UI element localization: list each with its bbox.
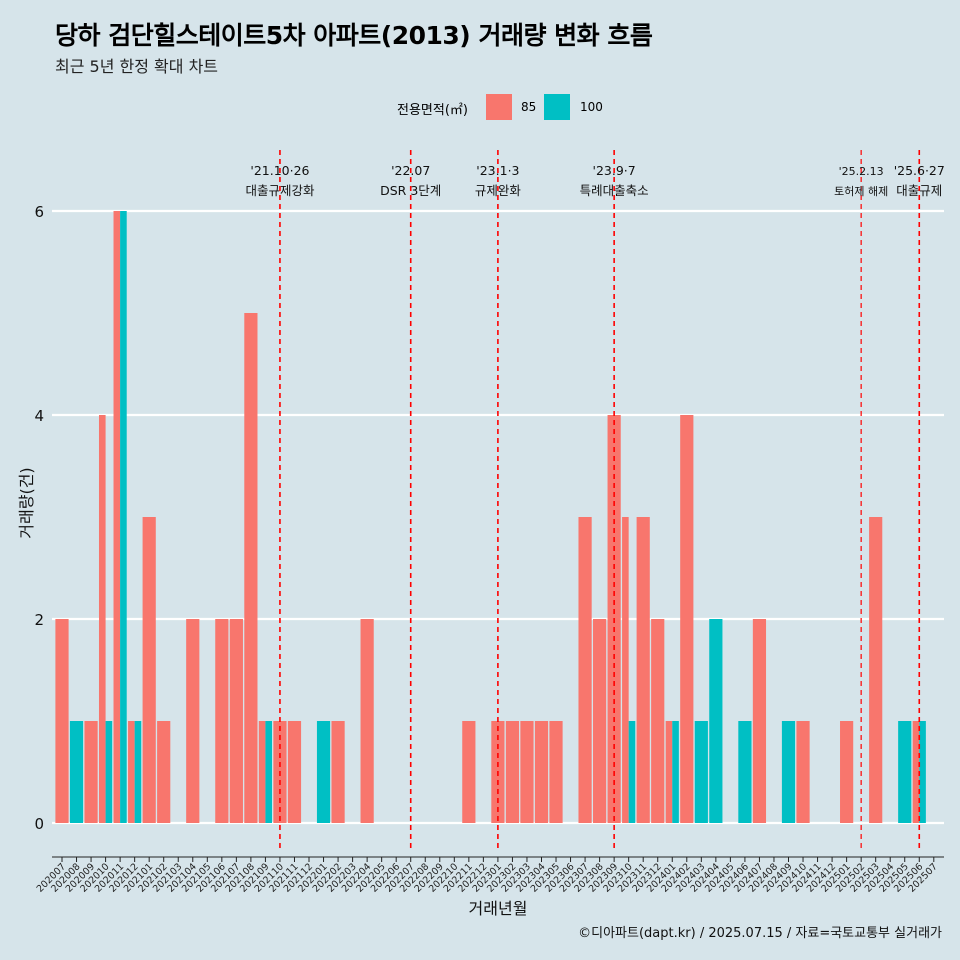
bar-202109-100 bbox=[265, 721, 273, 823]
bar-202503-85 bbox=[869, 517, 883, 823]
bar-202304-85 bbox=[534, 721, 549, 823]
bar-202012-85 bbox=[128, 721, 135, 823]
bar-202108-85 bbox=[244, 313, 258, 823]
bar-202102-85 bbox=[157, 721, 171, 823]
bar-202406-100 bbox=[738, 721, 752, 823]
bar-202407-85 bbox=[752, 619, 767, 823]
bar-202104-85 bbox=[186, 619, 200, 823]
bar-202410-85 bbox=[796, 721, 810, 823]
bar-202404-100 bbox=[709, 619, 723, 823]
bar-202011-85 bbox=[113, 211, 121, 823]
bar-202011-100 bbox=[120, 211, 127, 823]
bar-202010-85 bbox=[98, 415, 106, 823]
legend-title: 전용면적(㎡) bbox=[397, 103, 468, 118]
event-name-label: 대출규제 bbox=[896, 183, 942, 198]
event-date-label: '21.10·26 bbox=[250, 163, 309, 178]
event-date-label: '23.9·7 bbox=[593, 163, 636, 178]
bar-202401-100 bbox=[672, 721, 679, 823]
bar-202310-85 bbox=[622, 517, 629, 823]
bar-202310-100 bbox=[628, 721, 636, 823]
event-name-label: 특례대출축소 bbox=[580, 183, 649, 198]
bar-202505-100 bbox=[898, 721, 912, 823]
bar-202007-85 bbox=[55, 619, 69, 823]
bar-202010-100 bbox=[105, 721, 113, 823]
event-name-label: DSR 3단계 bbox=[380, 183, 441, 198]
bar-202401-85 bbox=[665, 721, 673, 823]
bar-202305-85 bbox=[549, 721, 563, 823]
y-axis-title: 거래량(건) bbox=[17, 467, 36, 538]
legend: 전용면적(㎡) 85 100 bbox=[0, 93, 960, 121]
bar-202302-85 bbox=[505, 721, 520, 823]
bar-202308-85 bbox=[593, 619, 607, 823]
bar-202211-85 bbox=[462, 721, 476, 823]
bar-202106-85 bbox=[215, 619, 229, 823]
bar-202402-85 bbox=[680, 415, 694, 823]
bar-202307-85 bbox=[578, 517, 592, 823]
bar-202111-85 bbox=[287, 721, 302, 823]
bar-202311-85 bbox=[636, 517, 650, 823]
bar-202201-100 bbox=[316, 721, 331, 823]
bar-202204-85 bbox=[360, 619, 374, 823]
bar-202009-85 bbox=[84, 721, 98, 823]
bar-202008-100 bbox=[69, 721, 84, 823]
event-name-label: 대출규제강화 bbox=[245, 183, 315, 198]
event-name-label: 토허제 해제 bbox=[834, 184, 888, 198]
event-date-label: '25.2.13 bbox=[839, 165, 884, 178]
bar-202506-85 bbox=[912, 721, 920, 823]
bar-202101-85 bbox=[142, 517, 156, 823]
bar-202109-85 bbox=[258, 721, 266, 823]
x-axis-title: 거래년월 bbox=[469, 899, 528, 918]
bar-202312-85 bbox=[651, 619, 665, 823]
legend-key-85 bbox=[486, 94, 512, 120]
legend-label-100: 100 bbox=[580, 100, 603, 114]
bar-202501-85 bbox=[840, 721, 854, 823]
event-date-label: '23.1·3 bbox=[476, 163, 519, 178]
bar-202506-100 bbox=[919, 721, 926, 823]
y-tick-label: 4 bbox=[34, 407, 44, 425]
chart-title: 당하 검단힐스테이트5차 아파트(2013) 거래량 변화 흐름 bbox=[55, 21, 653, 50]
y-tick-label: 2 bbox=[34, 611, 44, 629]
y-tick-label: 0 bbox=[34, 815, 44, 833]
bar-202012-100 bbox=[134, 721, 142, 823]
chart-subtitle: 최근 5년 한정 확대 차트 bbox=[55, 57, 219, 76]
bar-202403-100 bbox=[694, 721, 708, 823]
event-date-label: '22.07 bbox=[391, 163, 430, 178]
bar-202202-85 bbox=[331, 721, 345, 823]
legend-label-85: 85 bbox=[521, 100, 537, 114]
event-date-label: '25.6·27 bbox=[894, 163, 945, 178]
bar-202303-85 bbox=[520, 721, 534, 823]
y-tick-label: 6 bbox=[34, 203, 44, 221]
caption: ©디아파트(dapt.kr) / 2025.07.15 / 자료=국토교통부 실… bbox=[578, 926, 942, 941]
bar-202107-85 bbox=[229, 619, 243, 823]
legend-key-100 bbox=[544, 94, 570, 120]
bar-202409-100 bbox=[781, 721, 796, 823]
event-name-label: 규제완화 bbox=[475, 183, 522, 198]
